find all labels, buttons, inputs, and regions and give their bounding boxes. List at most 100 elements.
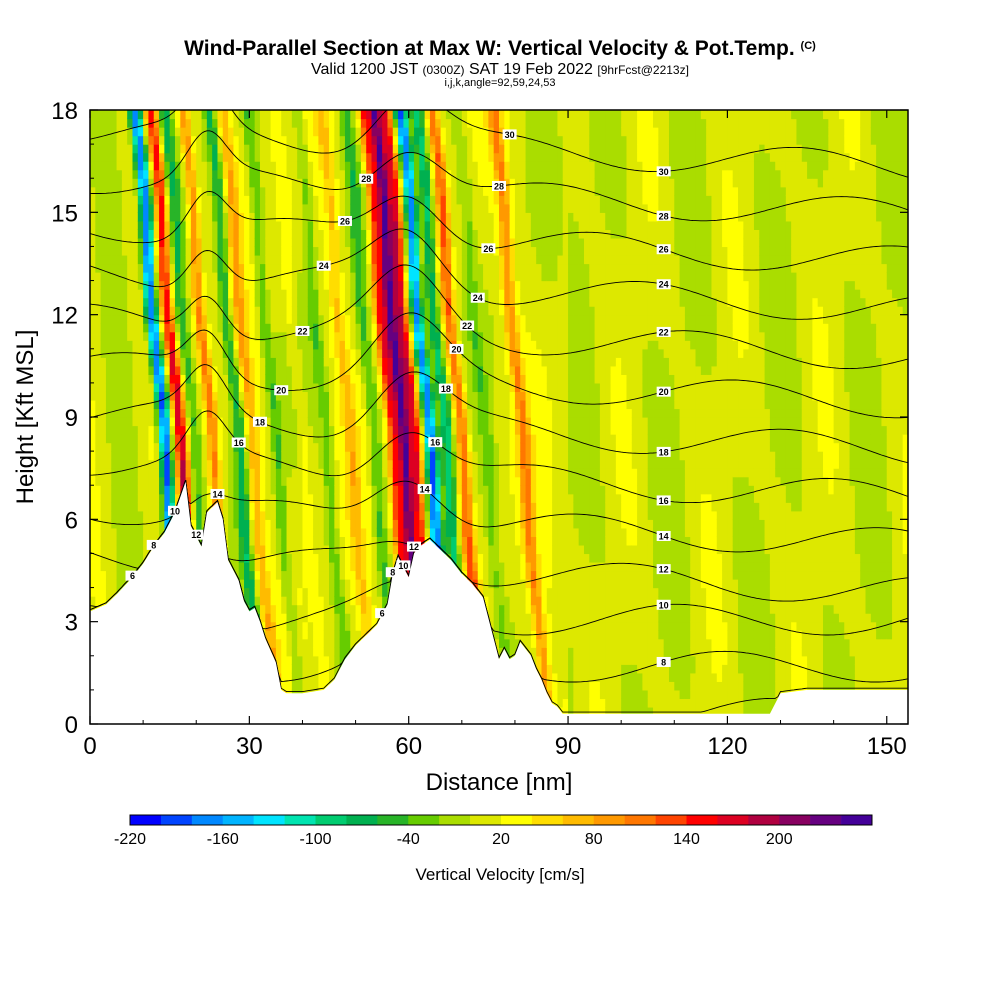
velocity-cell — [318, 468, 325, 478]
velocity-cell — [286, 357, 293, 367]
velocity-cell — [132, 272, 139, 282]
velocity-cell — [196, 382, 203, 393]
velocity-cell — [249, 510, 256, 520]
velocity-cell — [376, 434, 383, 444]
velocity-cell — [153, 314, 160, 324]
velocity-cell — [451, 382, 458, 393]
velocity-cell — [164, 459, 171, 469]
velocity-cell — [169, 451, 176, 461]
velocity-cell — [323, 425, 330, 435]
velocity-cell — [344, 451, 351, 461]
velocity-cell — [286, 527, 293, 537]
velocity-cell — [286, 485, 293, 495]
velocity-cell — [105, 161, 112, 171]
velocity-cell — [334, 621, 341, 631]
velocity-cell — [376, 561, 383, 572]
velocity-cell — [164, 434, 171, 444]
velocity-cell — [403, 178, 410, 188]
velocity-cell — [429, 425, 436, 435]
velocity-cell — [116, 178, 123, 188]
velocity-cell — [105, 323, 112, 333]
velocity-cell — [164, 118, 171, 128]
velocity-cell — [270, 374, 277, 384]
velocity-cell — [90, 544, 96, 555]
velocity-cell — [355, 331, 362, 341]
velocity-cell — [275, 544, 282, 555]
velocity-cell — [344, 417, 351, 427]
velocity-cell — [164, 374, 171, 384]
velocity-cell — [185, 331, 192, 341]
velocity-cell — [414, 417, 420, 427]
velocity-cell — [169, 348, 176, 358]
velocity-cell — [254, 357, 261, 367]
velocity-cell — [228, 289, 235, 299]
velocity-cell — [339, 365, 346, 375]
velocity-cell — [95, 237, 102, 248]
velocity-cell — [206, 178, 213, 188]
velocity-cell — [360, 544, 367, 555]
velocity-cell — [174, 220, 181, 230]
velocity-cell — [180, 246, 187, 256]
velocity-cell — [244, 382, 250, 393]
velocity-cell — [100, 195, 107, 205]
velocity-cell — [116, 110, 123, 120]
velocity-cell — [355, 195, 362, 205]
velocity-cell — [90, 408, 96, 418]
velocity-cell — [270, 459, 277, 469]
velocity-cell — [111, 570, 118, 580]
velocity-cell — [355, 246, 362, 256]
velocity-cell — [313, 178, 319, 188]
velocity-cell — [344, 561, 351, 572]
velocity-cell — [398, 289, 404, 299]
velocity-cell — [100, 246, 107, 256]
velocity-cell — [196, 186, 203, 196]
velocity-cell — [382, 144, 389, 154]
velocity-cell — [344, 621, 351, 631]
velocity-cell — [116, 408, 123, 418]
velocity-cell — [313, 186, 319, 196]
velocity-cell — [350, 425, 357, 435]
velocity-cell — [414, 118, 420, 128]
velocity-cell — [376, 459, 383, 469]
velocity-cell — [265, 365, 272, 375]
velocity-cell — [137, 110, 144, 120]
velocity-cell — [116, 374, 123, 384]
velocity-cell — [339, 493, 346, 503]
velocity-cell — [164, 127, 171, 137]
velocity-cell — [222, 357, 229, 367]
velocity-cell — [185, 169, 192, 179]
velocity-cell — [419, 212, 426, 222]
velocity-cell — [100, 399, 107, 410]
velocity-cell — [302, 365, 309, 375]
velocity-cell — [201, 340, 208, 350]
velocity-cell — [233, 561, 240, 572]
velocity-cell — [313, 220, 319, 230]
velocity-cell — [153, 493, 160, 503]
velocity-cell — [127, 152, 134, 162]
velocity-cell — [143, 110, 150, 120]
velocity-cell — [190, 485, 197, 495]
velocity-cell — [334, 382, 341, 393]
velocity-cell — [297, 254, 304, 265]
velocity-cell — [153, 203, 160, 213]
velocity-cell — [212, 399, 219, 410]
velocity-cell — [121, 382, 128, 393]
velocity-cell — [451, 280, 458, 290]
velocity-cell — [392, 451, 399, 461]
velocity-cell — [355, 365, 362, 375]
velocity-cell — [398, 331, 404, 341]
velocity-cell — [291, 127, 298, 137]
velocity-cell — [302, 195, 309, 205]
velocity-cell — [259, 272, 266, 282]
velocity-cell — [360, 425, 367, 435]
velocity-cell — [382, 246, 389, 256]
velocity-cell — [355, 544, 362, 555]
velocity-cell — [392, 553, 399, 563]
velocity-cell — [127, 536, 134, 546]
velocity-cell — [366, 263, 373, 273]
velocity-cell — [339, 647, 346, 657]
velocity-cell — [164, 519, 171, 529]
velocity-cell — [137, 220, 144, 230]
velocity-cell — [206, 152, 213, 162]
velocity-cell — [366, 502, 373, 512]
